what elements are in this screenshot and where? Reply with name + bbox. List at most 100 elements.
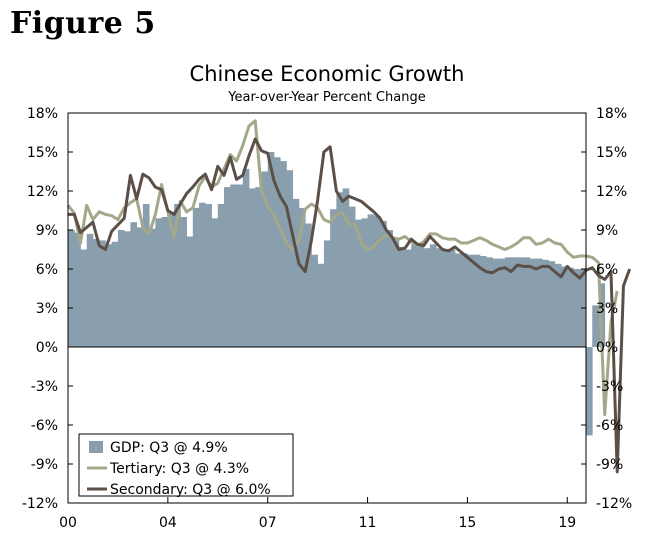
gdp-bar bbox=[192, 207, 200, 347]
gdp-bar bbox=[380, 220, 387, 347]
gdp-bar bbox=[473, 254, 481, 347]
gdp-bar bbox=[273, 157, 281, 347]
gdp-bar bbox=[105, 244, 113, 347]
gdp-bar bbox=[592, 305, 599, 347]
y-tick-label-right: 0% bbox=[596, 340, 618, 356]
gdp-bar bbox=[161, 217, 169, 347]
gdp-bar bbox=[411, 244, 418, 347]
chart-subtitle: Year-over-Year Percent Change bbox=[227, 90, 425, 105]
gdp-bars bbox=[68, 152, 606, 436]
gdp-bar bbox=[286, 170, 294, 347]
gdp-bar bbox=[267, 152, 275, 347]
gdp-bar bbox=[454, 253, 462, 347]
gdp-bar bbox=[68, 230, 75, 347]
y-tick-label-left: -3% bbox=[31, 379, 58, 395]
gdp-bar bbox=[155, 218, 163, 347]
gdp-bar bbox=[117, 230, 125, 347]
gdp-bar bbox=[561, 266, 568, 347]
gdp-bar bbox=[80, 249, 88, 347]
gdp-bar bbox=[548, 261, 556, 347]
x-tick-label: 04 bbox=[159, 515, 177, 531]
gdp-bar bbox=[142, 204, 150, 347]
secondary-line bbox=[68, 137, 632, 474]
gdp-bar bbox=[298, 207, 306, 347]
y-tick-label-right: 3% bbox=[596, 301, 618, 317]
gdp-bar bbox=[255, 187, 262, 347]
gdp-bar bbox=[236, 184, 244, 347]
gdp-bar bbox=[330, 209, 337, 347]
gdp-bar bbox=[230, 184, 237, 347]
y-tick-label-right: 15% bbox=[596, 145, 627, 161]
y-tick-label-left: 12% bbox=[27, 184, 58, 200]
gdp-bar bbox=[486, 257, 493, 347]
y-tick-label-left: -12% bbox=[22, 496, 58, 512]
y-tick-label-right: -9% bbox=[596, 457, 623, 473]
y-tick-label-right: 18% bbox=[596, 106, 627, 122]
gdp-bar bbox=[242, 168, 250, 347]
gdp-bar bbox=[174, 204, 181, 347]
figure-label: Figure 5 bbox=[10, 6, 156, 41]
gdp-bar bbox=[149, 228, 156, 347]
axes: 18% 18% 15% 15% 12% 12% 9% 9% 6% 6% 3% 3% 0% 0% -3% -3%… bbox=[22, 106, 632, 531]
gdp-bar bbox=[529, 258, 537, 347]
gdp-bar bbox=[442, 250, 450, 347]
gdp-bar bbox=[111, 241, 119, 347]
gdp-bar bbox=[280, 161, 287, 347]
gdp-bar bbox=[504, 257, 512, 347]
gdp-bar bbox=[86, 233, 94, 347]
legend-swatch-gdp bbox=[89, 441, 103, 453]
gdp-bar bbox=[386, 230, 393, 347]
y-tick-label-left: -6% bbox=[31, 418, 58, 434]
gdp-bar bbox=[405, 249, 412, 347]
gdp-bar bbox=[355, 219, 362, 347]
gdp-bar bbox=[124, 231, 131, 347]
y-tick-label-left: 18% bbox=[27, 106, 58, 122]
y-tick-label-left: -9% bbox=[31, 457, 58, 473]
gdp-bar bbox=[398, 246, 406, 347]
gdp-bar bbox=[554, 263, 562, 347]
x-tick-label: 19 bbox=[558, 515, 576, 531]
y-tick-label-right: -3% bbox=[596, 379, 623, 395]
tertiary-line bbox=[66, 119, 619, 417]
gdp-bar bbox=[361, 218, 368, 347]
gdp-bar bbox=[348, 206, 356, 347]
legend-label: Secondary: Q3 @ 6.0% bbox=[110, 482, 271, 498]
gdp-bar bbox=[180, 217, 187, 347]
gdp-bar bbox=[92, 239, 100, 347]
y-tick-label-right: 12% bbox=[596, 184, 627, 200]
gdp-bar bbox=[367, 214, 375, 347]
y-tick-label-left: 0% bbox=[36, 340, 58, 356]
gdp-bar bbox=[342, 188, 350, 347]
gdp-bar bbox=[542, 259, 549, 347]
gdp-bar bbox=[467, 254, 475, 347]
gdp-bar bbox=[130, 222, 138, 347]
gdp-bar bbox=[323, 240, 331, 347]
y-tick-label-left: 3% bbox=[36, 301, 58, 317]
y-tick-label-right: -12% bbox=[596, 496, 632, 512]
y-tick-label-left: 15% bbox=[27, 145, 58, 161]
y-tick-label-left: 9% bbox=[36, 223, 58, 239]
x-tick-label: 07 bbox=[259, 515, 277, 531]
legend-label: GDP: Q3 @ 4.9% bbox=[110, 440, 228, 456]
line-series bbox=[66, 119, 632, 474]
gdp-bar bbox=[429, 244, 437, 347]
y-tick-label-left: 6% bbox=[36, 262, 58, 278]
gdp-bar bbox=[423, 248, 431, 347]
gdp-bar bbox=[567, 267, 574, 347]
y-tick-label-right: -6% bbox=[596, 418, 623, 434]
gdp-bar bbox=[479, 256, 487, 347]
gdp-bar bbox=[498, 258, 506, 347]
gdp-bar bbox=[186, 236, 194, 347]
gdp-bar bbox=[74, 232, 81, 347]
legend-box bbox=[78, 433, 294, 497]
gdp-bar bbox=[211, 218, 219, 347]
gdp-bar bbox=[373, 215, 381, 347]
x-tick-label: 11 bbox=[359, 515, 377, 531]
gdp-bar bbox=[317, 263, 325, 347]
gdp-bar bbox=[436, 248, 443, 347]
gdp-bar bbox=[511, 257, 518, 347]
gdp-bar bbox=[492, 258, 500, 347]
legend-label: Tertiary: Q3 @ 4.3% bbox=[109, 461, 249, 477]
y-tick-label-right: 6% bbox=[596, 262, 618, 278]
x-tick-label: 15 bbox=[459, 515, 477, 531]
